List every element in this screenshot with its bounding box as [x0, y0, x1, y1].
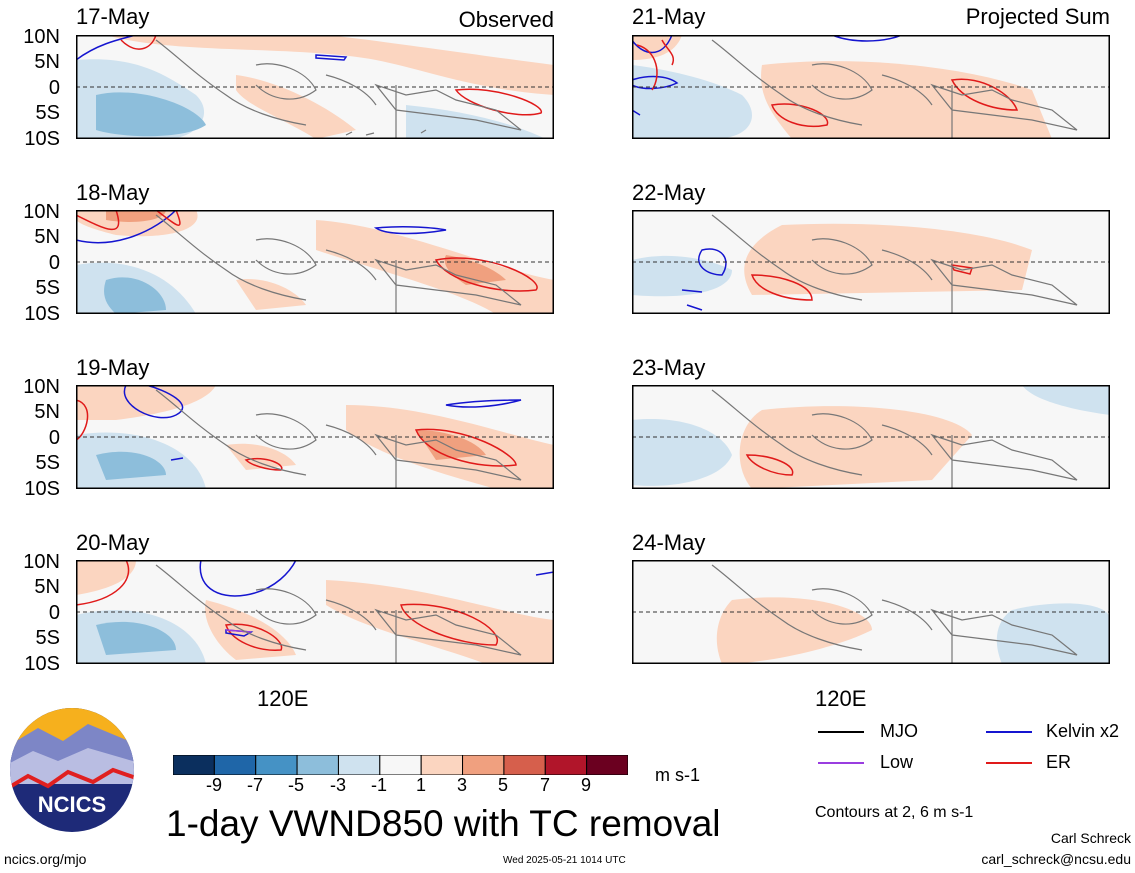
panel-date: 19-May	[76, 355, 150, 380]
lat-label: 5N	[34, 51, 60, 73]
panel-date: 24-May	[632, 530, 706, 555]
colorbar	[173, 755, 628, 775]
panel-date: 22-May	[632, 180, 706, 205]
projected-tag: Projected Sum	[965, 4, 1110, 29]
colorbar-units: m s-1	[655, 765, 700, 785]
panel-date: 21-May	[632, 4, 706, 29]
map-panel	[76, 385, 554, 489]
colorbar-cell	[337, 755, 381, 775]
lat-label: 10N	[23, 376, 60, 398]
logo-text: NCICS	[38, 792, 106, 817]
lat-label: 10S	[24, 303, 60, 325]
map-panel	[632, 210, 1110, 314]
colorbar-cell	[586, 755, 628, 775]
lat-label: 10N	[23, 201, 60, 223]
colorbar-label: -3	[329, 775, 346, 795]
colorbar-cell	[296, 755, 339, 775]
lat-label: 5N	[34, 401, 60, 423]
colorbar-label: -9	[205, 775, 222, 795]
lon-label: 120E	[815, 686, 867, 711]
panel-date: 18-May	[76, 180, 150, 205]
colorbar-cell	[462, 755, 505, 775]
map-panel	[632, 560, 1110, 664]
colorbar-label: 1	[415, 775, 426, 795]
lat-label: 10S	[24, 653, 60, 675]
lat-label: 5S	[35, 277, 60, 299]
lat-label: 5N	[34, 576, 60, 598]
colorbar-label: 3	[456, 775, 467, 795]
footer-url: ncics.org/mjo	[4, 851, 87, 867]
legend-swatch-mjo	[818, 731, 864, 733]
colorbar-cell	[213, 755, 257, 775]
lat-label: 5S	[35, 627, 60, 649]
footer-timestamp: Wed 2025-05-21 1014 UTC	[503, 855, 626, 866]
legend-swatch-low	[818, 762, 864, 764]
map-panel	[76, 210, 554, 314]
lat-label: 0	[48, 77, 60, 99]
lat-label: 5S	[35, 102, 60, 124]
panel-date: 20-May	[76, 530, 150, 555]
colorbar-cell	[379, 755, 422, 775]
legend-swatch-er	[986, 762, 1032, 764]
lat-label: 0	[48, 252, 60, 274]
colorbar-cell	[503, 755, 546, 775]
ncics-logo: NCICS	[10, 708, 134, 832]
legend-swatch-kelvin	[986, 731, 1032, 733]
map-panel	[632, 385, 1110, 489]
colorbar-cell	[544, 755, 588, 775]
colorbar-cell	[173, 755, 215, 775]
chart-title: 1-day VWND850 with TC removal	[166, 803, 721, 844]
colorbar-label: -5	[287, 775, 304, 795]
map-panel	[632, 35, 1110, 139]
colorbar-label: -1	[370, 775, 387, 795]
observed-tag: Observed	[458, 7, 554, 32]
legend-label-er: ER	[1046, 752, 1072, 772]
colorbar-cell	[420, 755, 464, 775]
lat-label: 10N	[23, 551, 60, 573]
legend-label-low: Low	[880, 752, 914, 772]
map-panel	[76, 35, 554, 139]
lat-label: 0	[48, 427, 60, 449]
lat-label: 0	[48, 602, 60, 624]
colorbar-label: 5	[497, 775, 508, 795]
footer-email: carl_schreck@ncsu.edu	[981, 851, 1131, 867]
colorbar-label: 7	[539, 775, 550, 795]
lat-label: 10N	[23, 26, 60, 48]
legend-label-kelvin: Kelvin x2	[1046, 721, 1120, 741]
lat-label: 5S	[35, 452, 60, 474]
legend-label-mjo: MJO	[880, 721, 918, 741]
contour-note: Contours at 2, 6 m s-1	[815, 804, 974, 821]
lon-label: 120E	[257, 686, 309, 711]
panel-date: 23-May	[632, 355, 706, 380]
footer-author: Carl Schreck	[1050, 830, 1131, 846]
lat-label: 10S	[24, 128, 60, 150]
lat-label: 10S	[24, 478, 60, 500]
map-panel	[76, 560, 554, 664]
lat-label: 5N	[34, 226, 60, 248]
colorbar-label: -7	[246, 775, 263, 795]
colorbar-label: 9	[580, 775, 591, 795]
panel-date: 17-May	[76, 4, 150, 29]
colorbar-cell	[255, 755, 298, 775]
